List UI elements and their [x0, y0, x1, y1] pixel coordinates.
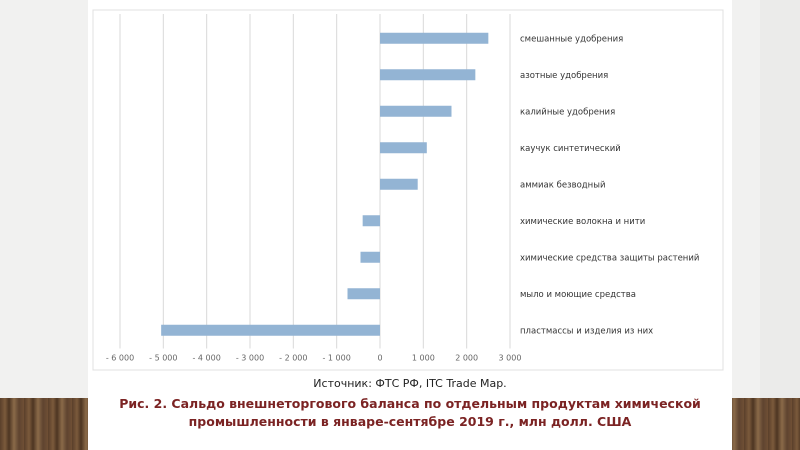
- bar-chart: - 6 000 - 5 000 - 4 000 - 3 000 - 2 000 - 1 0…: [92, 9, 724, 371]
- category-label: химические средства защиты растений: [520, 253, 699, 263]
- bar: [347, 288, 380, 300]
- bar: [380, 69, 476, 81]
- x-tick-label: - 1 000: [322, 354, 350, 363]
- category-label: каучук синтетический: [520, 144, 621, 154]
- category-label: азотные удобрения: [520, 71, 608, 81]
- x-tick-label: - 5 000: [149, 354, 177, 363]
- category-label: пластмассы и изделия из них: [520, 326, 653, 336]
- bar: [380, 105, 452, 117]
- x-tick-label: - 2 000: [279, 354, 307, 363]
- x-tick-label: - 6 000: [106, 354, 134, 363]
- bar: [360, 251, 380, 263]
- x-tick-label: 1 000: [412, 354, 435, 363]
- bar: [380, 142, 427, 154]
- category-label: аммиак безводный: [520, 180, 605, 190]
- category-label: мыло и моющие средства: [520, 290, 636, 300]
- category-label: смешанные удобрения: [520, 34, 623, 44]
- bar: [380, 178, 418, 190]
- caption-line-1: Рис. 2. Сальдо внешнеторгового баланса п…: [119, 396, 701, 411]
- category-label: калийные удобрения: [520, 107, 615, 117]
- x-tick-label: - 4 000: [192, 354, 220, 363]
- bar: [380, 32, 489, 44]
- source-note: Источник: ФТС РФ, ITC Trade Map.: [313, 377, 507, 390]
- x-tick-label: 0: [377, 354, 382, 363]
- chart-card: - 6 000 - 5 000 - 4 000 - 3 000 - 2 000 - 1 0…: [88, 0, 732, 450]
- category-label: химические волокна и нити: [520, 217, 645, 227]
- bars: [161, 32, 489, 336]
- x-tick-label: 2 000: [455, 354, 478, 363]
- slide-background-edge: [760, 0, 800, 450]
- grid-lines: [119, 14, 511, 349]
- x-tick-label: - 3 000: [236, 354, 264, 363]
- x-tick-label: 3 000: [499, 354, 522, 363]
- caption-line-2: промышленности в январе-сентябре 2019 г.…: [188, 414, 632, 429]
- x-axis-tick-labels: - 6 000 - 5 000 - 4 000 - 3 000 - 2 000 - 1 0…: [106, 354, 522, 363]
- plot-frame: [92, 9, 724, 371]
- bar: [161, 324, 380, 336]
- figure-caption: Рис. 2. Сальдо внешнеторгового баланса п…: [108, 395, 712, 431]
- bar: [362, 215, 380, 227]
- category-labels: смешанные удобрения азотные удобрения кали…: [520, 34, 699, 336]
